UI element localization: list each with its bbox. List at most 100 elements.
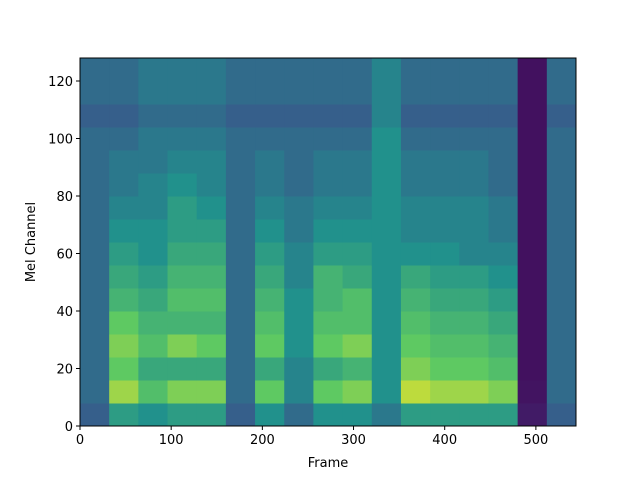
heatmap-cell — [80, 219, 110, 243]
heatmap-cell — [255, 104, 285, 128]
heatmap-cell — [138, 334, 169, 358]
heatmap-cell — [459, 334, 489, 358]
heatmap-cell — [255, 311, 285, 335]
heatmap-cell — [400, 357, 431, 381]
heatmap-cell — [196, 403, 227, 427]
heatmap-cell — [255, 242, 285, 266]
heatmap-cell — [80, 127, 110, 151]
heatmap-cell — [342, 196, 373, 220]
heatmap-cell — [255, 380, 285, 404]
heatmap-cell — [342, 403, 373, 427]
heatmap-cell — [459, 127, 489, 151]
heatmap-cell — [459, 58, 489, 82]
heatmap-cell — [517, 58, 548, 82]
x-tick-label: 200 — [250, 433, 275, 448]
y-tick-label: 20 — [56, 363, 73, 378]
heatmap-cell — [196, 150, 227, 174]
heatmap-cell — [342, 357, 373, 381]
heatmap-cell — [109, 127, 139, 151]
heatmap-cell — [313, 288, 344, 312]
heatmap-cell — [488, 173, 519, 197]
heatmap-cell — [284, 288, 314, 312]
heatmap-cell — [459, 81, 489, 105]
x-tick-label: 300 — [341, 433, 366, 448]
heatmap-cell — [517, 357, 548, 381]
heatmap-cell — [80, 242, 110, 266]
x-tick-label: 100 — [159, 433, 184, 448]
heatmap-cell — [371, 403, 402, 427]
heatmap-cell — [255, 265, 285, 289]
heatmap-cell — [546, 403, 577, 427]
heatmap-cell — [546, 196, 577, 220]
heatmap-cell — [313, 334, 344, 358]
heatmap-cell — [371, 265, 402, 289]
heatmap-cell — [313, 403, 344, 427]
heatmap-cell — [371, 58, 402, 82]
heatmap-cell — [284, 357, 314, 381]
heatmap-cell — [430, 81, 460, 105]
heatmap-cell — [80, 150, 110, 174]
heatmap-cell — [400, 173, 431, 197]
heatmap-cell — [488, 242, 519, 266]
heatmap-cell — [196, 334, 227, 358]
heatmap-cell — [371, 311, 402, 335]
heatmap-cell — [371, 242, 402, 266]
heatmap-cell — [167, 173, 198, 197]
heatmap-cell — [196, 127, 227, 151]
heatmap-cell — [488, 403, 519, 427]
heatmap-cell — [80, 357, 110, 381]
heatmap-cell — [313, 265, 344, 289]
heatmap-cell — [255, 173, 285, 197]
heatmap-cell — [546, 242, 577, 266]
heatmap-cell — [138, 219, 169, 243]
heatmap-cell — [255, 58, 285, 82]
heatmap-cell — [488, 150, 519, 174]
heatmap-cell — [430, 150, 460, 174]
heatmap-cell — [167, 127, 198, 151]
heatmap-cell — [488, 288, 519, 312]
heatmap-cell — [517, 81, 548, 105]
heatmap-cell — [255, 150, 285, 174]
y-tick-label: 0 — [65, 420, 73, 435]
heatmap-cell — [430, 127, 460, 151]
heatmap-cell — [342, 127, 373, 151]
heatmap-cell — [196, 311, 227, 335]
heatmap-cell — [546, 334, 577, 358]
heatmap-cell — [284, 403, 314, 427]
heatmap-cell — [80, 81, 110, 105]
heatmap-cell — [488, 357, 519, 381]
heatmap-cell — [430, 104, 460, 128]
heatmap-cell — [138, 265, 169, 289]
heatmap-cell — [167, 334, 198, 358]
heatmap-cell — [167, 288, 198, 312]
heatmap-cell — [459, 380, 489, 404]
heatmap-cell — [109, 81, 139, 105]
heatmap-cell — [430, 219, 460, 243]
heatmap-cell — [342, 380, 373, 404]
y-tick-label: 40 — [56, 305, 73, 320]
heatmap-cell — [430, 334, 460, 358]
heatmap-cell — [488, 127, 519, 151]
heatmap-cell — [517, 127, 548, 151]
heatmap-cell — [400, 196, 431, 220]
heatmap-cell — [196, 173, 227, 197]
heatmap-cell — [400, 104, 431, 128]
y-tick-label: 100 — [48, 133, 73, 148]
heatmap-cell — [546, 288, 577, 312]
heatmap-cell — [196, 58, 227, 82]
heatmap-cell — [459, 311, 489, 335]
heatmap-cell — [225, 104, 256, 128]
heatmap-cell — [284, 242, 314, 266]
axes-frame — [79, 57, 577, 427]
heatmap-cell — [255, 403, 285, 427]
heatmap-cell — [430, 380, 460, 404]
heatmap-cell — [225, 242, 256, 266]
heatmap-cell — [80, 173, 110, 197]
heatmap-cell — [196, 219, 227, 243]
heatmap-cell — [284, 334, 314, 358]
heatmap-cell — [313, 150, 344, 174]
heatmap-cell — [225, 58, 256, 82]
heatmap-cell — [313, 173, 344, 197]
heatmap-cell — [138, 150, 169, 174]
heatmap-cell — [80, 334, 110, 358]
